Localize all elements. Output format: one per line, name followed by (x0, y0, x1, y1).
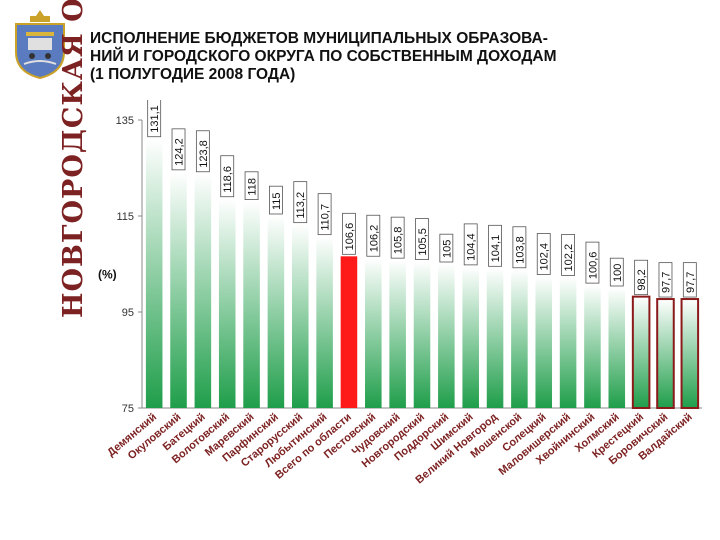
value-label-box-2 (171, 128, 186, 171)
value-label-14: 104,4 (466, 233, 478, 261)
value-label-9: 106,6 (344, 223, 356, 251)
bar-4 (218, 198, 236, 408)
value-label-box-22 (658, 262, 673, 298)
value-label-15: 104,1 (490, 235, 502, 263)
bar-21 (631, 295, 651, 409)
value-label-box-8 (317, 193, 332, 236)
value-label-box-3 (195, 130, 210, 173)
value-label-17: 102,4 (539, 243, 551, 271)
value-label-box-4 (220, 155, 235, 198)
title-line-2: НИЙ И ГОРОДСКОГО ОКРУГА ПО СОБСТВЕННЫМ Д… (90, 48, 557, 65)
value-label-22: 97,7 (660, 272, 672, 293)
value-label-19: 100,6 (587, 252, 599, 280)
value-label-2: 124,2 (174, 138, 186, 166)
bar-15 (486, 268, 504, 408)
value-label-box-15 (488, 224, 502, 267)
value-label-box-1 (147, 100, 162, 138)
value-label-box-5 (244, 171, 259, 201)
bar-7 (291, 224, 309, 408)
bar-22 (656, 298, 675, 409)
value-label-box-10 (366, 214, 381, 257)
bar-13 (438, 264, 455, 408)
bar-10 (365, 258, 382, 408)
value-label-box-16 (512, 226, 527, 269)
sidebar: НОВГОРОДСКАЯ ОБЛАСТЬ (0, 0, 89, 540)
bar-9 (340, 256, 358, 408)
value-label-21: 98,2 (636, 269, 648, 290)
value-label-box-23 (682, 262, 697, 298)
bar-chart: 7595115135(%)131,1Демянский124,2Окуловск… (98, 100, 702, 486)
value-label-box-9 (342, 212, 356, 255)
bar-14 (462, 266, 479, 408)
bar-19 (584, 285, 601, 408)
bar-8 (316, 236, 333, 408)
value-label-box-14 (463, 223, 478, 266)
value-label-3: 123,8 (198, 140, 210, 168)
bar-3 (194, 173, 212, 408)
title-line-3: (1 ПОЛУГОДИЕ 2008 ГОДА) (90, 66, 296, 83)
y-tick-label: 115 (116, 211, 134, 223)
value-label-4: 118,6 (222, 166, 234, 193)
value-label-12: 105,5 (417, 228, 429, 256)
bar-6 (267, 216, 285, 408)
value-label-box-18 (561, 234, 575, 276)
bar-23 (680, 298, 700, 409)
value-label-8: 110,7 (320, 204, 332, 231)
value-label-box-6 (269, 185, 283, 215)
y-tick-label: 75 (122, 403, 134, 415)
coat-of-arms-icon (15, 10, 65, 80)
value-label-5: 118 (247, 178, 259, 196)
value-label-box-20 (609, 257, 624, 287)
bar-20 (608, 288, 626, 408)
value-label-box-12 (415, 218, 429, 260)
value-label-box-7 (293, 181, 308, 224)
value-label-box-11 (390, 216, 405, 259)
title-line-1: ИСПОЛНЕНИЕ БЮДЖЕТОВ МУНИЦИПАЛЬНЫХ ОБРАЗО… (90, 30, 548, 47)
bar-11 (389, 260, 406, 408)
value-label-box-21 (634, 259, 649, 296)
y-tick-label: 95 (122, 307, 134, 319)
value-label-box-13 (439, 233, 454, 263)
bar-1 (145, 138, 163, 408)
bar-12 (413, 261, 431, 408)
bar-17 (535, 276, 553, 408)
value-label-10: 106,2 (368, 225, 380, 253)
value-label-18: 102,2 (563, 244, 575, 272)
bar-2 (170, 171, 187, 408)
value-label-7: 113,2 (295, 192, 307, 219)
y-axis-label: (%) (98, 267, 117, 281)
bar-5 (243, 201, 260, 408)
bar-16 (511, 269, 528, 408)
value-label-box-19 (585, 241, 600, 284)
value-label-box-17 (536, 233, 551, 275)
value-label-1: 131,1 (149, 105, 161, 133)
y-tick-label: 135 (116, 115, 134, 127)
chart-title: ИСПОЛНЕНИЕ БЮДЖЕТОВ МУНИЦИПАЛЬНЫХ ОБРАЗО… (90, 30, 710, 84)
value-label-16: 103,8 (514, 236, 526, 264)
value-label-6: 115 (271, 192, 283, 210)
value-label-20: 100 (612, 264, 624, 282)
value-label-23: 97,7 (685, 272, 697, 293)
bar-18 (559, 277, 577, 408)
value-label-11: 105,8 (393, 227, 405, 255)
value-label-13: 105 (441, 240, 453, 258)
